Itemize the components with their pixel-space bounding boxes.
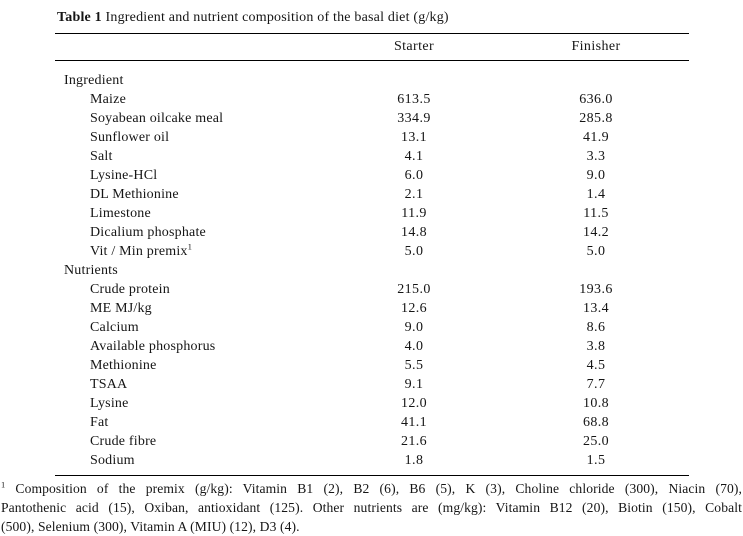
- value-starter: 334.9: [397, 111, 431, 126]
- column-header-blank: [55, 34, 325, 61]
- row-label: Crude protein: [90, 282, 170, 297]
- value-starter: 5.5: [404, 358, 424, 373]
- value-finisher: 5.0: [586, 244, 606, 259]
- value-finisher: 41.9: [582, 130, 610, 145]
- value-starter: 11.9: [401, 206, 427, 221]
- table-row: ME MJ/kg 12.6 13.4: [55, 299, 689, 318]
- row-label: Sodium: [90, 453, 135, 468]
- table-row: Calcium 9.0 8.6: [55, 318, 689, 337]
- value-finisher: 25.0: [582, 434, 610, 449]
- row-label: Limestone: [90, 206, 151, 221]
- table-body: Ingredient Maize 613.5 636.0 Soyabean oilcak…: [55, 61, 689, 476]
- footnote: 1 Composition of the premix (g/kg): Vita…: [1, 479, 742, 536]
- table-row: Lysine 12.0 10.8: [55, 394, 689, 413]
- table-row: DL Methionine 2.1 1.4: [55, 185, 689, 204]
- table-row: Fat 41.1 68.8: [55, 413, 689, 432]
- section-title: Ingredient: [64, 73, 124, 88]
- row-label: Dicalium phosphate: [90, 225, 206, 240]
- value-starter: 12.0: [400, 396, 428, 411]
- table-row: Available phosphorus 4.0 3.8: [55, 337, 689, 356]
- table-row: Soyabean oilcake meal 334.9 285.8: [55, 109, 689, 128]
- value-starter: 613.5: [397, 92, 431, 107]
- row-label: Maize: [90, 92, 126, 107]
- value-finisher: 1.5: [586, 453, 606, 468]
- section-title: Nutrients: [64, 263, 118, 278]
- row-label: Sunflower oil: [90, 130, 170, 145]
- row-label: DL Methionine: [90, 187, 179, 202]
- footnote-marker: 1: [1, 479, 6, 490]
- row-label: TSAA: [90, 377, 128, 392]
- value-finisher: 285.8: [579, 111, 613, 126]
- value-starter: 14.8: [400, 225, 428, 240]
- row-label: Crude fibre: [90, 434, 157, 449]
- value-finisher: 193.6: [579, 282, 613, 297]
- footnote-reference: 1: [187, 241, 192, 252]
- document-page: Table 1 Ingredient and nutrient composit…: [0, 9, 743, 534]
- row-label: Methionine: [90, 358, 157, 373]
- table-header: Starter Finisher: [55, 34, 689, 61]
- value-finisher: 3.3: [586, 149, 606, 164]
- value-starter: 9.0: [404, 320, 424, 335]
- header-row: Starter Finisher: [55, 34, 689, 61]
- value-starter: 4.0: [404, 339, 424, 354]
- footnote-line-3: (500), Selenium (300), Vitamin A (MIU) (…: [1, 519, 300, 534]
- table-row: TSAA 9.1 7.7: [55, 375, 689, 394]
- value-finisher: 10.8: [582, 396, 610, 411]
- value-starter: 6.0: [404, 168, 424, 183]
- value-starter: 5.0: [404, 244, 424, 259]
- value-finisher: 4.5: [586, 358, 606, 373]
- table-row: Salt 4.1 3.3: [55, 147, 689, 166]
- column-header-finisher: Finisher: [571, 39, 621, 54]
- footnote-line-2: Pantothenic acid (15), Oxiban, antioxida…: [1, 500, 742, 515]
- composition-table: Starter Finisher Ingredient Maize 613.5 636…: [55, 33, 689, 476]
- table-row: Sunflower oil 13.1 41.9: [55, 128, 689, 147]
- footnote-line-1: 1 Composition of the premix (g/kg): Vita…: [1, 479, 742, 498]
- value-starter: 215.0: [397, 282, 431, 297]
- row-label: Soyabean oilcake meal: [90, 111, 224, 126]
- table-row: Lysine-HCl 6.0 9.0: [55, 166, 689, 185]
- section-header-row: Ingredient: [55, 61, 689, 91]
- row-label: Vit / Min premix1: [90, 241, 192, 259]
- value-starter: 12.6: [400, 301, 428, 316]
- footnote-line-1-text: Composition of the premix (g/kg): Vitami…: [15, 481, 742, 496]
- value-finisher: 11.5: [583, 206, 609, 221]
- table-caption-number: Table 1: [57, 10, 102, 25]
- table-row: Methionine 5.5 4.5: [55, 356, 689, 375]
- table-row: Dicalium phosphate 14.8 14.2: [55, 223, 689, 242]
- value-finisher: 14.2: [582, 225, 610, 240]
- table-caption-text: Ingredient and nutrient composition of t…: [105, 10, 449, 25]
- row-label: Available phosphorus: [90, 339, 216, 354]
- table-row: Sodium 1.8 1.5: [55, 451, 689, 476]
- value-finisher: 636.0: [579, 92, 613, 107]
- row-label: Lysine-HCl: [90, 168, 158, 183]
- value-starter: 4.1: [404, 149, 424, 164]
- value-finisher: 13.4: [582, 301, 610, 316]
- value-finisher: 7.7: [586, 377, 606, 392]
- value-starter: 21.6: [400, 434, 428, 449]
- row-label: Fat: [90, 415, 109, 430]
- value-finisher: 8.6: [586, 320, 606, 335]
- column-header-starter: Starter: [393, 39, 435, 54]
- value-starter: 41.1: [400, 415, 428, 430]
- row-label: Salt: [90, 149, 113, 164]
- value-finisher: 1.4: [586, 187, 606, 202]
- row-label: Calcium: [90, 320, 139, 335]
- value-starter: 2.1: [404, 187, 424, 202]
- table-row: Maize 613.5 636.0: [55, 90, 689, 109]
- value-finisher: 68.8: [582, 415, 610, 430]
- table-row: Limestone 11.9 11.5: [55, 204, 689, 223]
- section-header-row: Nutrients: [55, 261, 689, 280]
- value-finisher: 9.0: [586, 168, 606, 183]
- value-starter: 13.1: [400, 130, 428, 145]
- table-caption: Table 1 Ingredient and nutrient composit…: [57, 9, 703, 26]
- table-row: Crude fibre 21.6 25.0: [55, 432, 689, 451]
- table-row: Vit / Min premix1 5.0 5.0: [55, 242, 689, 261]
- table-row: Crude protein 215.0 193.6: [55, 280, 689, 299]
- value-starter: 1.8: [404, 453, 424, 468]
- value-finisher: 3.8: [586, 339, 606, 354]
- value-starter: 9.1: [404, 377, 424, 392]
- row-label: Lysine: [90, 396, 129, 411]
- row-label: ME MJ/kg: [90, 301, 152, 316]
